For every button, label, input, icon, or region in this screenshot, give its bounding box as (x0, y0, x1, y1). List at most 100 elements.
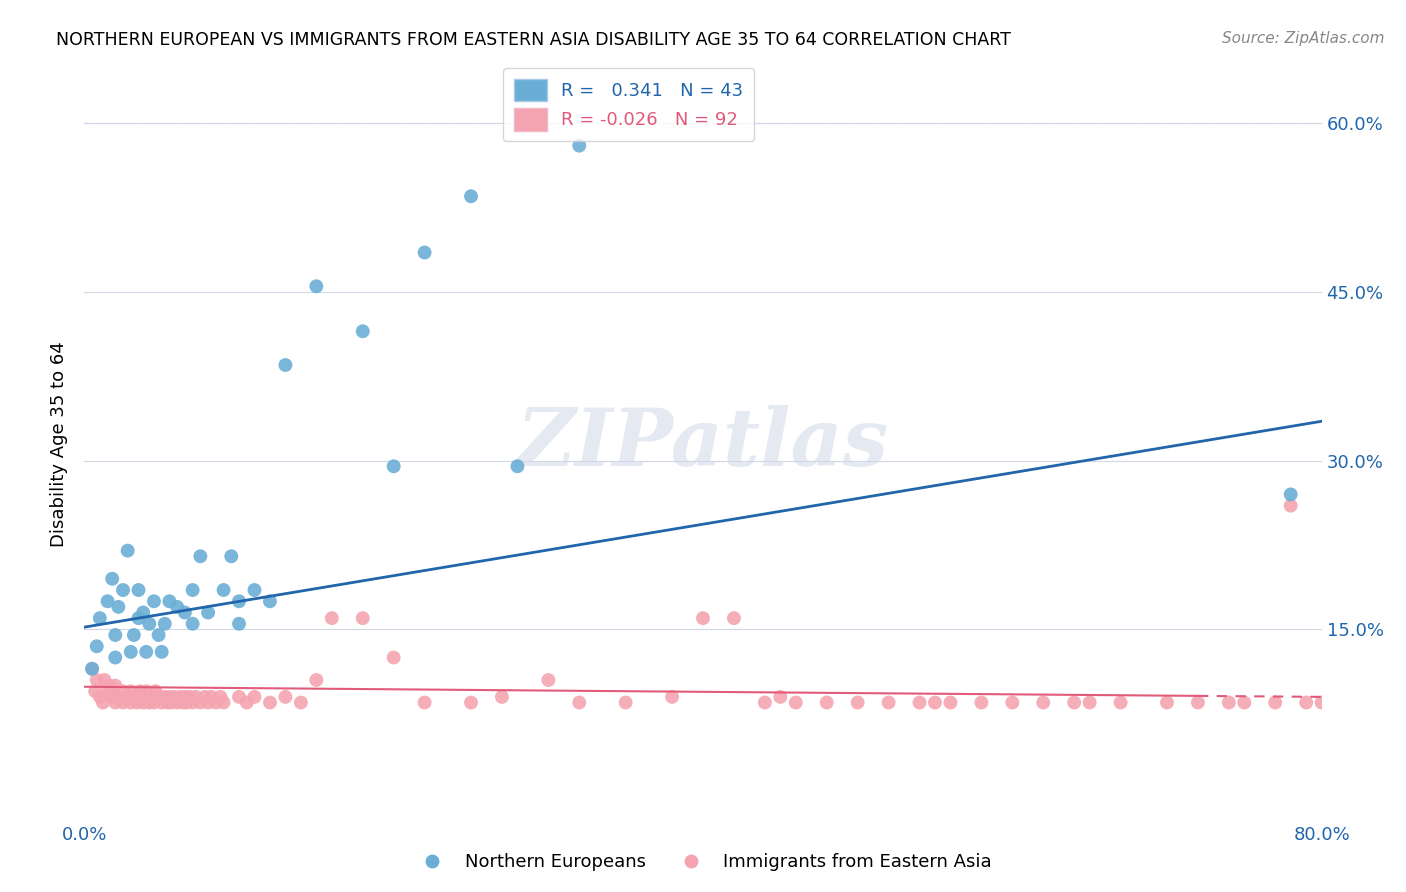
Point (460, 696, 482, 710)
Point (129, 684, 152, 698)
Point (200, 690, 222, 704)
Point (120, 645, 142, 659)
Point (321, 611, 343, 625)
Point (96, 594, 118, 608)
Point (153, 616, 176, 631)
Point (132, 606, 155, 620)
Point (150, 645, 173, 659)
Point (568, 138, 591, 153)
Point (568, 696, 591, 710)
Point (163, 690, 186, 704)
Point (1233, 696, 1256, 710)
Point (908, 696, 931, 710)
Point (174, 606, 197, 620)
Point (98, 679, 121, 693)
Point (382, 650, 405, 665)
Point (209, 690, 232, 704)
Point (1187, 696, 1209, 710)
Point (135, 684, 157, 698)
Point (1218, 696, 1240, 710)
Point (93, 673, 115, 687)
Point (305, 279, 328, 293)
Point (212, 582, 235, 597)
Point (160, 696, 183, 710)
Point (188, 696, 211, 710)
Point (138, 616, 160, 631)
Point (228, 594, 250, 608)
Point (188, 549, 211, 564)
Text: ZIPatlas: ZIPatlas (517, 405, 889, 483)
Point (174, 690, 197, 704)
Point (939, 696, 962, 710)
Point (259, 696, 281, 710)
Point (1001, 696, 1024, 710)
Point (82, 662, 104, 676)
Point (1279, 487, 1302, 501)
Point (661, 690, 683, 704)
Point (169, 690, 191, 704)
Point (352, 611, 374, 625)
Point (1109, 696, 1132, 710)
Point (1310, 696, 1333, 710)
Point (117, 690, 139, 704)
Point (491, 690, 513, 704)
Point (150, 696, 173, 710)
Point (1063, 696, 1085, 710)
Point (104, 679, 127, 693)
Point (815, 696, 838, 710)
Point (148, 628, 170, 642)
Point (228, 690, 250, 704)
Point (127, 611, 149, 625)
Point (127, 690, 149, 704)
Point (1032, 696, 1054, 710)
Point (219, 549, 242, 564)
Point (112, 696, 135, 710)
Point (181, 616, 204, 631)
Point (382, 459, 405, 474)
Point (1279, 499, 1302, 513)
Point (259, 594, 281, 608)
Point (235, 696, 259, 710)
Point (112, 684, 135, 698)
Point (179, 690, 201, 704)
Point (274, 358, 297, 372)
Point (107, 690, 129, 704)
Point (243, 582, 266, 597)
Point (86, 673, 108, 687)
Point (107, 599, 129, 614)
Point (166, 696, 188, 710)
Point (89, 690, 111, 704)
Point (122, 628, 145, 642)
Point (181, 582, 204, 597)
Point (84, 684, 107, 698)
Point (305, 673, 328, 687)
Point (197, 696, 219, 710)
Point (413, 696, 436, 710)
Point (970, 696, 993, 710)
Point (86, 640, 108, 654)
Point (91, 696, 114, 710)
Point (120, 696, 142, 710)
Point (172, 696, 194, 710)
Point (132, 696, 155, 710)
Point (846, 696, 869, 710)
Legend: R =   0.341   N = 43, R = -0.026   N = 92: R = 0.341 N = 43, R = -0.026 N = 92 (503, 69, 754, 141)
Point (159, 594, 180, 608)
Point (176, 696, 198, 710)
Point (82, 662, 104, 676)
Legend: Northern Europeans, Immigrants from Eastern Asia: Northern Europeans, Immigrants from East… (406, 847, 1000, 879)
Point (1295, 696, 1317, 710)
Point (138, 696, 160, 710)
Point (166, 599, 188, 614)
Point (692, 611, 714, 625)
Point (723, 611, 745, 625)
Point (274, 690, 297, 704)
Point (228, 616, 250, 631)
Point (104, 628, 127, 642)
Point (205, 696, 228, 710)
Point (125, 696, 148, 710)
Point (769, 690, 792, 704)
Point (506, 459, 529, 474)
Point (148, 690, 170, 704)
Point (96, 684, 118, 698)
